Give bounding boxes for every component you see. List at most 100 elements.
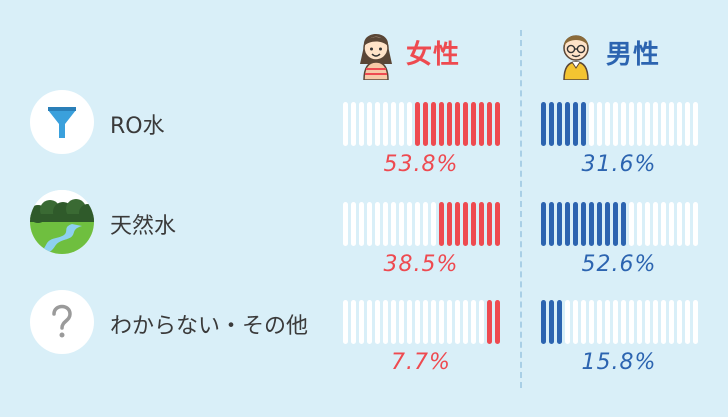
female-pct-ro-water: 53.8% xyxy=(383,152,459,177)
bar-segment-filled xyxy=(463,102,468,146)
row-label-natural-water: 天然水 xyxy=(110,214,177,239)
bar-segment-filled xyxy=(455,202,460,246)
male-bar-unknown-other xyxy=(541,300,698,344)
bar-segment-empty xyxy=(399,102,404,146)
female-bar-ro-water xyxy=(343,102,500,146)
bar-segment-empty xyxy=(645,202,650,246)
bar-segment-empty xyxy=(677,102,682,146)
bar-segment-filled xyxy=(479,202,484,246)
bar-segment-empty xyxy=(597,102,602,146)
bar-segment-empty xyxy=(565,300,570,344)
bar-segment-empty xyxy=(415,202,420,246)
bar-segment-empty xyxy=(479,300,484,344)
bar-segment-filled xyxy=(573,202,578,246)
bar-segment-empty xyxy=(693,202,698,246)
bar-segment-empty xyxy=(391,102,396,146)
bar-segment-empty xyxy=(605,102,610,146)
bar-segment-filled xyxy=(487,102,492,146)
bar-segment-empty xyxy=(685,202,690,246)
bar-segment-empty xyxy=(359,202,364,246)
bar-segment-empty xyxy=(653,202,658,246)
bar-segment-empty xyxy=(685,300,690,344)
bar-segment-empty xyxy=(597,300,602,344)
bar-segment-empty xyxy=(423,300,428,344)
bar-segment-filled xyxy=(487,300,492,344)
bar-segment-filled xyxy=(549,202,554,246)
bar-segment-filled xyxy=(495,202,500,246)
male-header: 男性 xyxy=(556,22,660,82)
bar-segment-empty xyxy=(391,202,396,246)
bar-segment-empty xyxy=(383,202,388,246)
bar-segment-empty xyxy=(589,102,594,146)
bar-segment-empty xyxy=(613,102,618,146)
bar-segment-filled xyxy=(549,102,554,146)
bar-segment-empty xyxy=(645,300,650,344)
bar-segment-filled xyxy=(597,202,602,246)
bar-segment-empty xyxy=(605,300,610,344)
male-avatar-icon xyxy=(563,35,589,80)
bar-segment-empty xyxy=(629,202,634,246)
bar-segment-filled xyxy=(605,202,610,246)
bar-segment-filled xyxy=(495,102,500,146)
bar-segment-empty xyxy=(367,202,372,246)
bar-segment-empty xyxy=(581,300,586,344)
bar-segment-filled xyxy=(541,102,546,146)
bar-segment-empty xyxy=(669,300,674,344)
bar-segment-empty xyxy=(621,300,626,344)
male-pct-natural-water: 52.6% xyxy=(581,252,657,277)
bar-segment-empty xyxy=(573,300,578,344)
female-label: 女性 xyxy=(406,39,461,70)
bar-segment-empty xyxy=(359,300,364,344)
bar-segment-empty xyxy=(471,300,476,344)
bar-segment-filled xyxy=(447,102,452,146)
bar-segment-empty xyxy=(407,202,412,246)
bar-segment-filled xyxy=(439,102,444,146)
bar-segment-empty xyxy=(653,102,658,146)
bar-segment-empty xyxy=(685,102,690,146)
bar-segment-empty xyxy=(645,102,650,146)
bar-segment-empty xyxy=(351,300,356,344)
bar-segment-empty xyxy=(629,300,634,344)
female-header: 女性 xyxy=(356,22,460,82)
bar-segment-filled xyxy=(565,102,570,146)
bar-segment-filled xyxy=(439,202,444,246)
bar-segment-empty xyxy=(383,102,388,146)
bar-segment-filled xyxy=(621,202,626,246)
bar-segment-empty xyxy=(661,300,666,344)
bar-segment-filled xyxy=(581,102,586,146)
female-avatar-icon xyxy=(360,34,392,80)
bar-segment-filled xyxy=(495,300,500,344)
bar-segment-filled xyxy=(581,202,586,246)
female-bar-unknown-other xyxy=(343,300,500,344)
nature-landscape-icon xyxy=(30,190,94,254)
bar-segment-empty xyxy=(383,300,388,344)
row-label-unknown-other: わからない・その他 xyxy=(110,314,309,339)
bar-segment-empty xyxy=(653,300,658,344)
male-bar-natural-water xyxy=(541,202,698,246)
bar-segment-empty xyxy=(375,102,380,146)
bar-segment-empty xyxy=(431,300,436,344)
bar-segment-filled xyxy=(487,202,492,246)
bar-segment-empty xyxy=(407,102,412,146)
bar-segment-empty xyxy=(343,202,348,246)
bar-segment-filled xyxy=(613,202,618,246)
bar-segment-filled xyxy=(479,102,484,146)
male-label: 男性 xyxy=(606,39,661,70)
bar-segment-filled xyxy=(447,202,452,246)
bar-segment-filled xyxy=(471,202,476,246)
male-bar-ro-water xyxy=(541,102,698,146)
bar-segment-filled xyxy=(565,202,570,246)
question-mark-icon xyxy=(30,290,94,354)
bar-segment-filled xyxy=(415,102,420,146)
bar-segment-filled xyxy=(589,202,594,246)
bar-segment-filled xyxy=(541,300,546,344)
bar-segment-filled xyxy=(471,102,476,146)
male-pct-ro-water: 31.6% xyxy=(581,152,657,177)
bar-segment-filled xyxy=(549,300,554,344)
bar-segment-filled xyxy=(431,102,436,146)
bar-segment-empty xyxy=(407,300,412,344)
female-pct-unknown-other: 7.7% xyxy=(391,350,451,375)
bar-segment-empty xyxy=(455,300,460,344)
bar-segment-empty xyxy=(343,300,348,344)
bar-segment-empty xyxy=(399,300,404,344)
